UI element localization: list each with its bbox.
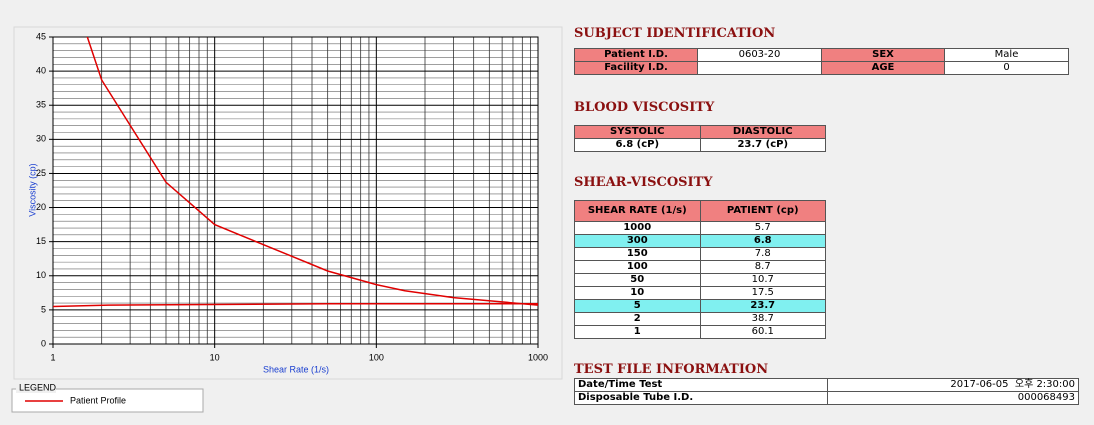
cell: 60.1	[699, 325, 826, 339]
cell: 5.7	[699, 221, 826, 235]
legend-label: Patient Profile	[70, 395, 126, 405]
y-tick-label: 5	[41, 304, 46, 314]
cell: 000068493	[827, 391, 1079, 405]
section-title: SUBJECT IDENTIFICATION	[574, 26, 776, 41]
cell: 300	[574, 234, 701, 248]
y-tick-label: 0	[41, 338, 46, 348]
plot-border	[52, 36, 539, 345]
y-tick-label: 10	[36, 270, 46, 280]
x-tick-label: 1	[50, 352, 55, 362]
cell: 23.7 (cP)	[699, 138, 826, 152]
y-tick-label: 30	[36, 134, 46, 144]
cell: Facility I.D.	[574, 61, 698, 75]
y-tick-label: 35	[36, 100, 46, 110]
cell: PATIENT (cp)	[699, 200, 826, 222]
cell: 0	[944, 61, 1069, 75]
cell: DIASTOLIC	[699, 125, 826, 139]
row: 150 7.8	[574, 247, 826, 261]
section-title: BLOOD VISCOSITY	[574, 100, 715, 115]
x-tick-label: 10	[210, 352, 220, 362]
blood-table: SYSTOLIC DIASTOLIC 6.8 (cP) 23.7 (cP)	[574, 125, 826, 152]
row: 5 23.7	[574, 299, 826, 313]
cell: 1000	[574, 221, 701, 235]
row: 100 8.7	[574, 260, 826, 274]
cell: 6.8	[699, 234, 826, 248]
cell: SYSTOLIC	[574, 125, 701, 139]
y-tick-label: 20	[36, 202, 46, 212]
series-line	[53, 302, 538, 308]
cell: 100	[574, 260, 701, 274]
row: 10 17.5	[574, 286, 826, 300]
subject-table: Patient I.D. 0603-20 SEX Male Facility I.D.…	[574, 48, 1069, 75]
y-tick-label: 15	[36, 236, 46, 246]
cell: 8.7	[699, 260, 826, 274]
y-axis-label: Viscosity (cp)	[27, 163, 37, 216]
cell: Patient I.D.	[574, 48, 698, 62]
legend-title: LEGEND	[19, 382, 57, 392]
cell: SEX	[821, 48, 945, 62]
cell: SHEAR RATE (1/s)	[574, 200, 701, 222]
y-tick-label: 25	[36, 168, 46, 178]
cell: 150	[574, 247, 701, 261]
cell: 23.7	[699, 299, 826, 313]
legend-title-bg	[16, 383, 56, 393]
cell: 10	[574, 286, 701, 300]
cell: 17.5	[699, 286, 826, 300]
row: 1 60.1	[574, 325, 826, 339]
y-tick-label: 40	[36, 65, 46, 75]
cell: Male	[944, 48, 1069, 62]
x-axis-label: Shear Rate (1/s)	[263, 364, 329, 374]
legend-box	[11, 388, 204, 413]
series-line	[86, 37, 538, 306]
cell: 0603-20	[697, 48, 822, 62]
section-title: TEST FILE INFORMATION	[574, 362, 769, 377]
cell: Date/Time Test	[574, 378, 828, 392]
cell: 50	[574, 273, 701, 287]
cell: 2	[574, 312, 701, 326]
cell: 38.7	[699, 312, 826, 326]
cell	[697, 61, 822, 75]
x-tick-label: 1000	[528, 352, 548, 362]
cell: AGE	[821, 61, 945, 75]
row: 300 6.8	[574, 234, 826, 248]
x-tick-label: 100	[369, 352, 384, 362]
section-title: SHEAR-VISCOSITY	[574, 175, 713, 190]
row: 2 38.7	[574, 312, 826, 326]
chart: Shear Rate (1/s) Viscosity (cp) LEGEND 0…	[11, 26, 563, 413]
cell: 1	[574, 325, 701, 339]
cell: 7.8	[699, 247, 826, 261]
cell: 6.8 (cP)	[574, 138, 701, 152]
row: 1000 5.7	[574, 221, 826, 235]
plot-area	[53, 37, 538, 344]
cell: 5	[574, 299, 701, 313]
shear-table: SHEAR RATE (1/s) PATIENT (cp) 1000 5.7 300 6…	[574, 200, 826, 339]
row: 50 10.7	[574, 273, 826, 287]
cell: 10.7	[699, 273, 826, 287]
test-file-table: Date/Time Test 2017-06-05 오후 2:30:00 Disp…	[574, 378, 1079, 405]
cell: 2017-06-05 오후 2:30:00	[827, 378, 1079, 392]
plot: 0 5 10 15 20 25 30 35 40 45 1 10 100 1000	[36, 31, 548, 362]
y-tick-label: 45	[36, 31, 46, 41]
cell: Disposable Tube I.D.	[574, 391, 828, 405]
